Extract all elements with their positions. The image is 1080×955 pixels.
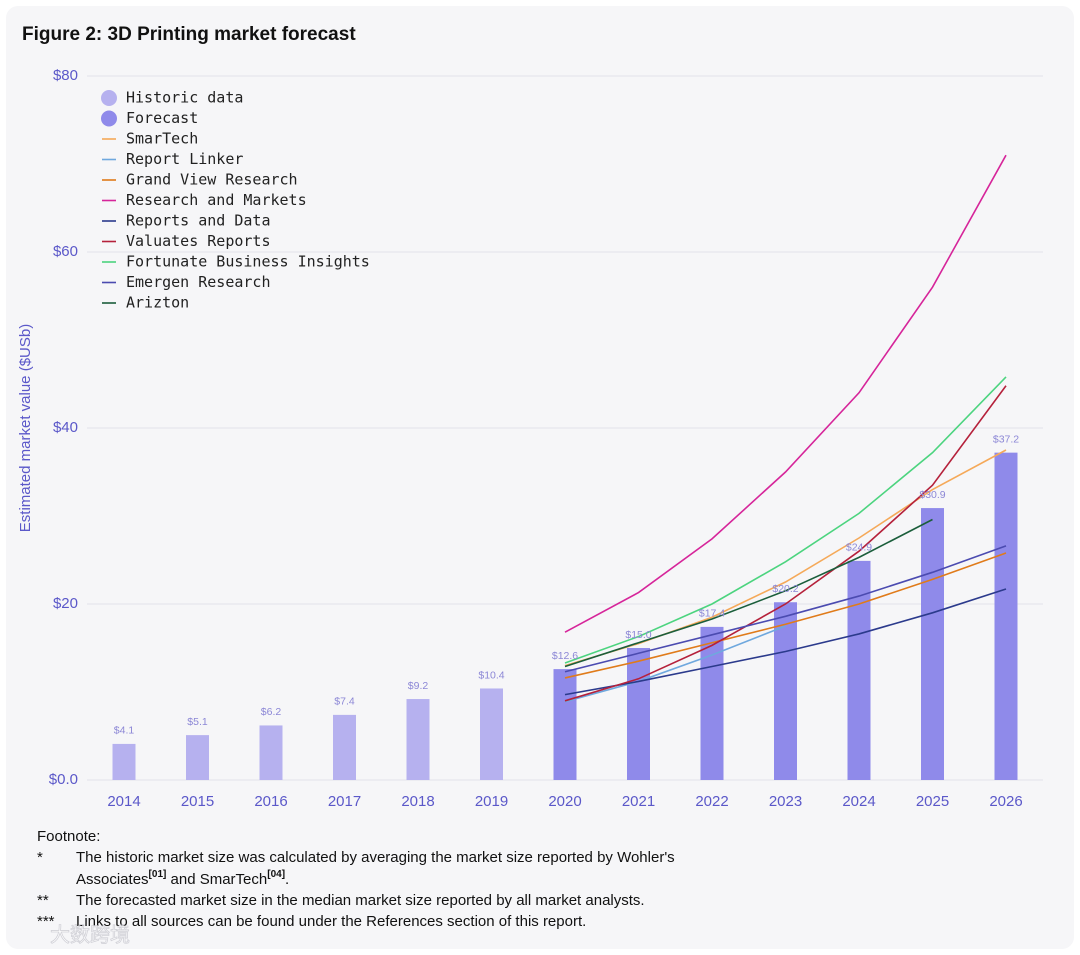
x-tick-label: 2021	[622, 793, 655, 810]
bar	[921, 508, 944, 780]
data-label: $37.2	[993, 433, 1019, 445]
footnote-ref: [01]	[149, 869, 167, 880]
legend-label: Grand View Research	[126, 171, 298, 189]
bar	[627, 648, 650, 780]
data-label: $10.4	[478, 669, 504, 681]
data-label: $24.9	[846, 542, 872, 554]
x-tick-label: 2015	[181, 793, 214, 810]
legend-label: Forecast	[126, 109, 198, 127]
line	[564, 588, 1007, 696]
footnote-text: Associates	[76, 871, 149, 888]
footnote-marker: **	[37, 892, 49, 909]
x-tick-label: 2018	[401, 793, 434, 810]
data-label: $30.9	[919, 489, 945, 501]
bar	[112, 743, 136, 780]
footnote: Footnote: * The historic market size was…	[37, 828, 675, 930]
y-tick-label: $0.0	[49, 771, 78, 788]
bar	[186, 735, 209, 780]
line	[564, 449, 1007, 667]
bar	[480, 688, 503, 780]
chart-title: Figure 2: 3D Printing market forecast	[22, 24, 356, 45]
legend-marker	[101, 110, 117, 127]
footnote-text: Associates[01] and SmarTech[04].	[76, 869, 289, 888]
data-label: $17.4	[699, 608, 725, 620]
data-label: $9.2	[408, 680, 429, 692]
footnote-marker: *	[37, 849, 43, 866]
x-tick-label: 2017	[328, 793, 361, 810]
legend-label: SmarTech	[126, 130, 198, 148]
legend-label: Valuates Reports	[126, 232, 271, 250]
x-tick-label: 2026	[989, 793, 1022, 810]
x-tick-label: 2023	[769, 793, 802, 810]
bar	[774, 602, 797, 780]
line	[564, 625, 786, 703]
y-tick-label: $20	[53, 595, 78, 612]
bar	[553, 669, 577, 780]
x-tick-label: 2020	[548, 793, 581, 810]
footnote-text: Links to all sources can be found under …	[76, 913, 586, 930]
legend-label: Report Linker	[126, 150, 243, 168]
legend-label: Arizton	[126, 294, 189, 312]
line	[564, 385, 1007, 702]
card	[6, 6, 1074, 949]
x-tick-label: 2016	[254, 793, 287, 810]
data-label: $20.2	[772, 583, 798, 595]
data-label: $5.1	[187, 716, 208, 728]
bar	[333, 714, 356, 780]
legend-label: Emergen Research	[126, 273, 271, 291]
line	[564, 545, 1007, 673]
legend-label: Historic data	[126, 89, 243, 107]
legend-marker	[101, 90, 117, 106]
data-label: $15.0	[625, 629, 651, 641]
line	[564, 518, 933, 668]
bar	[994, 452, 1018, 780]
line	[564, 552, 1007, 679]
y-tick-label: $40	[53, 419, 78, 436]
x-tick-label: 2024	[842, 793, 875, 810]
line	[564, 376, 1007, 664]
x-tick-label: 2014	[107, 793, 140, 810]
legend-label: Fortunate Business Insights	[126, 253, 370, 271]
line	[564, 154, 1007, 633]
legend-label: Research and Markets	[126, 191, 307, 209]
footnote-marker: ***	[37, 913, 55, 930]
footnote-text: and SmarTech	[166, 871, 267, 888]
y-tick-label: $80	[53, 67, 78, 84]
x-tick-label: 2022	[695, 793, 728, 810]
bar	[847, 560, 871, 780]
data-label: $7.4	[334, 696, 355, 708]
data-label: $12.6	[552, 650, 578, 662]
footnote-ref: [04]	[267, 869, 285, 880]
footnote-text: The forecasted market size in the median…	[76, 892, 645, 909]
footnote-text: The historic market size was calculated …	[76, 849, 675, 866]
y-axis-label: Estimated market value ($USb)	[17, 324, 34, 532]
watermark: 大数跨境	[50, 923, 130, 946]
footnote-title: Footnote:	[37, 828, 100, 845]
y-tick-label: $60	[53, 243, 78, 260]
bar	[406, 699, 430, 780]
x-tick-label: 2025	[916, 793, 949, 810]
legend-label: Reports and Data	[126, 212, 271, 230]
data-label: $6.2	[261, 706, 282, 718]
x-tick-label: 2019	[475, 793, 508, 810]
footnote-text: .	[285, 871, 289, 888]
data-label: $4.1	[114, 725, 135, 737]
bar	[259, 725, 283, 780]
